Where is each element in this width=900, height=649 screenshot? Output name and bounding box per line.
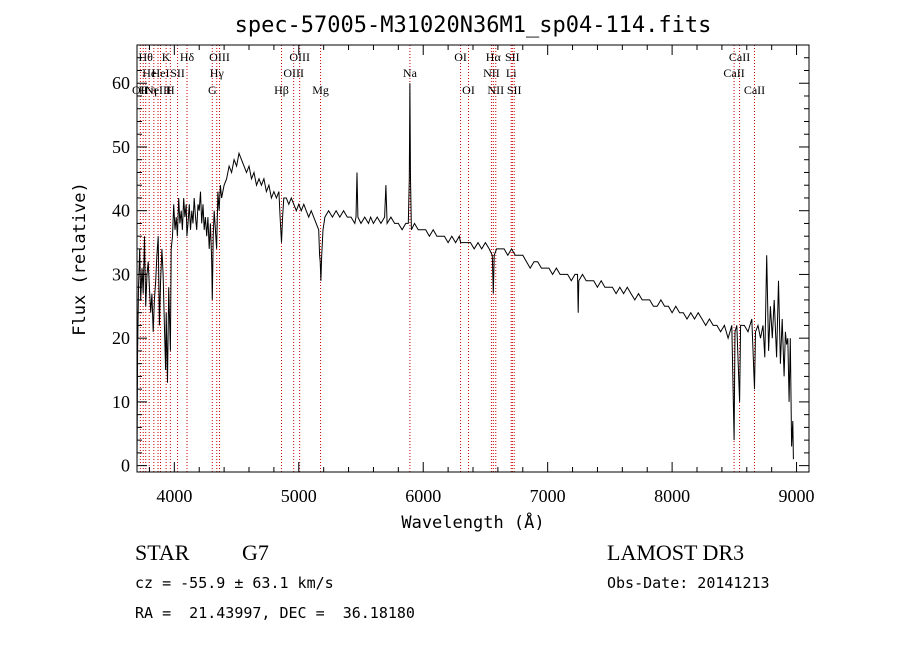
y-tick-label: 40 — [112, 201, 130, 221]
y-tick-label: 50 — [112, 137, 130, 157]
y-tick-label: 10 — [112, 392, 130, 412]
x-axis-label: Wavelength (Å) — [401, 511, 544, 533]
line-label: K — [162, 50, 171, 64]
object-subclass: G7 — [242, 540, 269, 565]
line-label: NII — [483, 66, 500, 80]
x-tick-label: 6000 — [405, 486, 441, 506]
line-label: CaII — [744, 83, 765, 97]
emission-line-labels: OIIHHθHeηNeIIIHeIKHSIIHδGHγOIIIHβOIIIOII… — [132, 50, 765, 97]
line-label: SII — [505, 50, 520, 64]
line-label: SII — [507, 83, 522, 97]
line-label: Na — [403, 66, 418, 80]
line-label: CaII — [723, 66, 744, 80]
x-axis-ticks: 4000 5000 6000 7000 8000 9000 — [148, 45, 815, 506]
line-label: η — [151, 83, 157, 97]
line-label: OIII — [209, 50, 230, 64]
line-label: Hθ — [139, 50, 154, 64]
line-label: Hβ — [274, 83, 289, 97]
spectrum-series-line — [136, 83, 794, 466]
chart-title: spec-57005-M31020N36M1_sp04-114.fits — [235, 13, 712, 38]
line-label: OI — [454, 50, 467, 64]
line-label: OI — [462, 83, 475, 97]
redshift-value: cz = -55.9 ± 63.1 km/s — [135, 574, 334, 592]
object-class: STAR — [135, 540, 190, 565]
coordinates: RA = 21.43997, DEC = 36.18180 — [135, 604, 415, 622]
x-tick-label: 5000 — [281, 486, 317, 506]
y-axis-label: Flux (relative) — [70, 182, 90, 336]
line-label: Hδ — [180, 50, 195, 64]
y-tick-label: 0 — [121, 456, 130, 476]
observation-date: Obs-Date: 20141213 — [607, 574, 770, 592]
emission-line-markers — [139, 45, 755, 472]
line-label: NII — [487, 83, 504, 97]
survey-name: LAMOST DR3 — [607, 540, 745, 565]
x-tick-label: 9000 — [779, 486, 815, 506]
line-label: H — [139, 83, 148, 97]
line-label: Mg — [312, 83, 329, 97]
line-label: SII — [170, 66, 185, 80]
y-tick-label: 30 — [112, 264, 130, 284]
line-label: HeI — [152, 66, 170, 80]
line-label: CaII — [729, 50, 750, 64]
x-tick-label: 4000 — [156, 486, 192, 506]
y-tick-label: 60 — [112, 73, 130, 93]
line-label: OIII — [289, 50, 310, 64]
line-label: OIII — [283, 66, 304, 80]
line-label: Hα — [486, 50, 502, 64]
line-label: Li — [506, 66, 517, 80]
line-label: G — [208, 83, 217, 97]
line-label: Hγ — [210, 66, 225, 80]
x-tick-label: 8000 — [654, 486, 690, 506]
y-axis-ticks: 0 10 20 30 40 50 60 — [112, 57, 809, 476]
y-tick-label: 20 — [112, 328, 130, 348]
line-label: NeIII — [145, 83, 171, 97]
line-label: H — [166, 83, 175, 97]
line-label: He — [142, 66, 156, 80]
plot-frame — [136, 44, 810, 473]
x-tick-label: 7000 — [530, 486, 566, 506]
line-label: OII — [132, 83, 149, 97]
